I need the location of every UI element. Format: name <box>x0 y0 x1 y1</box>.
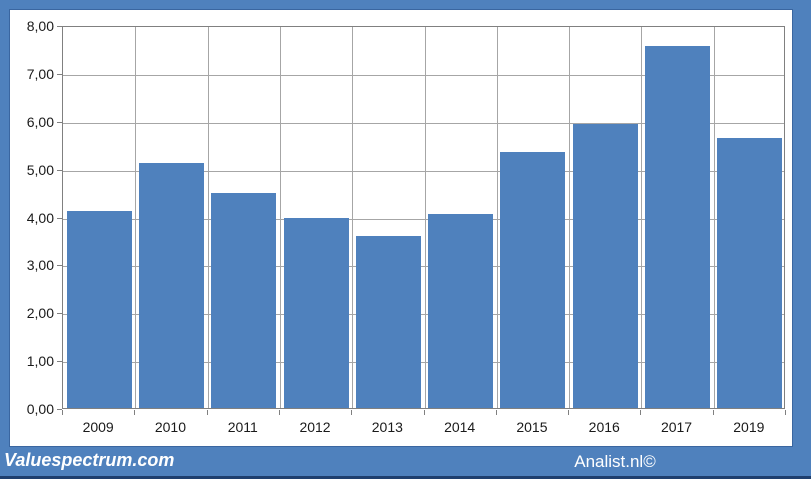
y-axis-tick <box>57 409 62 410</box>
brand-watermark: Valuespectrum.com <box>4 450 175 470</box>
bar-2012 <box>284 218 349 408</box>
bottom-border-line <box>0 476 811 479</box>
y-axis-label: 4,00 <box>26 209 54 226</box>
v-gridline <box>569 27 570 408</box>
bar-2017 <box>645 46 710 408</box>
v-gridline <box>425 27 426 408</box>
x-axis-label: 2019 <box>733 419 765 435</box>
x-axis-tick <box>640 410 641 415</box>
y-axis-label: 1,00 <box>26 353 54 370</box>
bar-2016 <box>573 124 638 408</box>
y-axis-tick <box>57 26 62 27</box>
v-gridline <box>352 27 353 408</box>
h-gridline <box>63 122 784 124</box>
bar-2014 <box>428 214 493 408</box>
y-axis-label: 3,00 <box>26 257 54 274</box>
h-gridline <box>63 314 784 316</box>
x-axis-tick <box>351 410 352 415</box>
x-axis-tick <box>62 410 63 415</box>
x-axis-label: 2012 <box>299 419 331 435</box>
x-axis-tick <box>713 410 714 415</box>
v-gridline <box>208 27 209 408</box>
x-axis-label: 2015 <box>516 419 548 435</box>
x-axis-tick <box>134 410 135 415</box>
attribution-text: Analist.nl© <box>574 452 656 471</box>
v-gridline <box>714 27 715 408</box>
v-gridline <box>135 27 136 408</box>
h-gridline <box>63 362 784 364</box>
y-axis-label: 0,00 <box>26 401 54 417</box>
y-axis-tick <box>57 361 62 363</box>
plot-area <box>62 26 785 409</box>
y-axis-label: 2,00 <box>26 305 54 322</box>
x-axis-label: 2009 <box>82 419 114 435</box>
bar-2009 <box>67 211 132 408</box>
v-gridline <box>280 27 281 408</box>
x-axis-tick <box>207 410 208 415</box>
x-axis-label: 2010 <box>154 419 187 435</box>
bar-2010 <box>139 163 204 408</box>
chart-panel: 0,00 1,00 2,00 3,00 4,00 5,00 6,00 7,00 8,00 200… <box>9 9 793 447</box>
x-axis-tick <box>785 410 786 415</box>
x-axis-tick <box>568 410 569 415</box>
h-gridline <box>63 170 784 172</box>
bar-2013 <box>356 236 421 408</box>
x-axis-label: 2011 <box>227 419 258 435</box>
y-axis-tick <box>57 121 62 123</box>
h-gridline <box>63 74 784 76</box>
x-axis-tick <box>496 410 497 415</box>
bar-2011 <box>211 193 276 408</box>
y-axis-tick <box>57 217 62 219</box>
x-axis-label: 2016 <box>588 419 620 435</box>
v-gridline <box>641 27 642 408</box>
y-axis-label: 5,00 <box>26 161 54 178</box>
h-gridline <box>63 218 784 220</box>
y-axis-label: 8,00 <box>26 18 54 34</box>
v-gridline <box>497 27 498 408</box>
y-axis-tick <box>57 265 62 267</box>
bar-2019 <box>717 138 782 408</box>
x-axis-tick <box>279 410 280 415</box>
x-axis-tick <box>424 410 425 415</box>
y-axis-tick <box>57 313 62 315</box>
y-axis-tick <box>57 169 62 171</box>
x-axis-label: 2014 <box>444 419 476 435</box>
x-axis-label: 2017 <box>660 419 693 435</box>
bar-2015 <box>500 152 565 408</box>
y-axis-tick <box>57 73 62 75</box>
y-axis-label: 7,00 <box>26 65 54 82</box>
x-axis-label: 2013 <box>371 419 403 435</box>
y-axis-label: 6,00 <box>26 113 54 130</box>
h-gridline <box>63 266 784 268</box>
